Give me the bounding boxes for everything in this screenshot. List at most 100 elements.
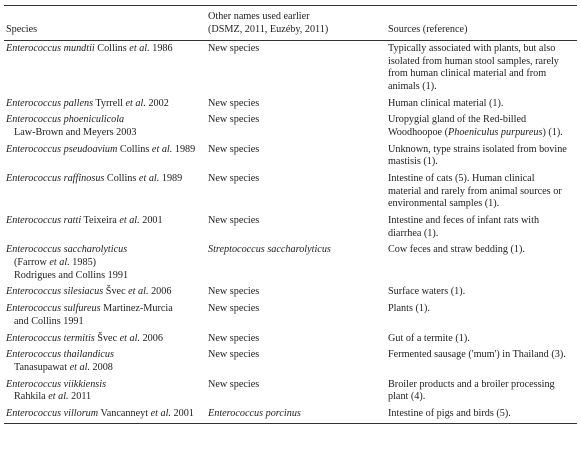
text-run: Law-Brown and Meyers 2003	[14, 126, 137, 138]
cell-line: New species	[208, 98, 384, 111]
table-cell: Enterococcus sulfureus Martinez-Murcia an…	[4, 301, 206, 330]
text-run: and Collins 1991	[14, 315, 84, 327]
cell-line: Woodhoopoe (Phoeniculus purpureus) (1).	[388, 127, 575, 140]
text-run: 1989	[159, 173, 183, 185]
table-cell: Intestine and feces of infant rats with d…	[386, 213, 577, 242]
text-run: Teixeira	[81, 215, 120, 227]
text-run: (Farrow	[14, 257, 50, 269]
cell-line: Broiler products and a broiler processin…	[388, 379, 575, 392]
table-row: Enterococcus pallens Tyrrell et al. 2002…	[4, 96, 577, 113]
cell-line: Enterococcus mundtii Collins et al. 1986	[6, 43, 204, 56]
cell-line: New species	[208, 286, 384, 299]
text-run: Collins	[94, 43, 130, 54]
table-cell: New species	[206, 41, 386, 96]
table-row: Enterococcus viikkiensis Rahkila et al. 2…	[4, 377, 577, 406]
table-cell: Broiler products and a broiler processin…	[386, 377, 577, 406]
text-run: Typically associated with plants, but al…	[388, 43, 556, 54]
cell-line: New species	[208, 379, 384, 392]
text-run: Broiler products and a broiler processin…	[388, 378, 555, 390]
cell-line: New species	[208, 173, 384, 186]
italic-run: Enterococcus raffinosus	[6, 173, 105, 185]
table-row: Enterococcus phoeniculicola Law-Brown and…	[4, 112, 577, 141]
cell-line: environmental samples (1).	[388, 198, 575, 211]
text-run: mastisis (1).	[388, 156, 438, 168]
text-run: Intestine of pigs and birds (5).	[388, 408, 511, 420]
table-row: Enterococcus villorum Vancanneyt et al. …	[4, 406, 577, 424]
cell-line: Rodrigues and Collins 1991	[6, 270, 204, 283]
table-row: Enterococcus mundtii Collins et al. 1986…	[4, 41, 577, 96]
cell-line: Uropygial gland of the Red-billed	[388, 114, 575, 127]
table-row: Enterococcus silesiacus Švec et al. 2006…	[4, 284, 577, 301]
table-row: Enterococcus termitis Švec et al. 2006 Ne…	[4, 331, 577, 348]
cell-line: Enterococcus thailandicus	[6, 349, 204, 362]
table-cell: New species	[206, 213, 386, 242]
table-cell: Human clinical material (1).	[386, 96, 577, 113]
cell-line: diarrhea (1).	[388, 228, 575, 241]
cell-line: animals (1).	[388, 81, 575, 94]
cell-line: isolated from human stool samples, rarel…	[388, 56, 575, 69]
text-run: Collins	[104, 173, 139, 185]
text-run: New species	[208, 215, 260, 227]
text-run: Švec	[103, 286, 129, 298]
text-run: Fermented sausage ('mum') in Thailand (3…	[388, 349, 566, 361]
text-run: Cow feces and straw bedding (1).	[388, 244, 525, 256]
italic-run: et al.	[151, 143, 173, 155]
italic-run: et al.	[128, 286, 149, 298]
italic-run: Enterococcus phoeniculicola	[6, 114, 125, 126]
text-run: Rodrigues and Collins 1991	[14, 269, 129, 281]
cell-line: New species	[208, 215, 384, 228]
text-run: Tyrrell	[93, 97, 126, 109]
italic-run: et al.	[48, 391, 69, 403]
cell-line: Enterococcus termitis Švec et al. 2006	[6, 333, 204, 346]
table-cell: Enterococcus pallens Tyrrell et al. 2002	[4, 96, 206, 113]
cell-line: plant (4).	[388, 391, 575, 404]
header-line: Sources (reference)	[388, 23, 468, 35]
cell-line: from human clinical material and from	[388, 68, 575, 81]
italic-run: Enterococcus viikkiensis	[6, 378, 107, 390]
table-cell: Enterococcus phoeniculicola Law-Brown and…	[4, 112, 206, 141]
cell-line: Enterococcus villorum Vancanneyt et al. …	[6, 408, 204, 421]
text-run: New species	[208, 173, 260, 185]
text-run: isolated from human stool samples, rarel…	[388, 55, 559, 67]
text-run: Tanasupawat	[14, 361, 70, 373]
cell-line: Intestine of cats (5). Human clinical	[388, 173, 575, 186]
cell-line: Enterococcus silesiacus Švec et al. 2006	[6, 286, 204, 299]
table-cell: Enterococcus silesiacus Švec et al. 2006	[4, 284, 206, 301]
text-run: Human clinical material (1).	[388, 97, 504, 109]
cell-line: Enterococcus pseudoavium Collins et al. …	[6, 144, 204, 157]
italic-run: et al.	[150, 408, 171, 420]
text-run: 2006	[140, 332, 163, 344]
table-header: Species Other names used earlier (DSMZ, 20…	[4, 5, 577, 41]
table-cell: New species	[206, 96, 386, 113]
table-cell: Unknown, type strains isolated from bovi…	[386, 142, 577, 171]
cell-line: material and rarely from animal sources …	[388, 186, 575, 199]
table-cell: Enterococcus termitis Švec et al. 2006	[4, 331, 206, 348]
italic-run: Enterococcus villorum	[6, 408, 99, 420]
cell-line: Intestine of pigs and birds (5).	[388, 408, 575, 421]
header-row: Species Other names used earlier (DSMZ, 20…	[4, 5, 577, 41]
cell-line: Unknown, type strains isolated from bovi…	[388, 144, 575, 157]
cell-line: Tanasupawat et al. 2008	[6, 362, 204, 375]
text-run: New species	[208, 114, 260, 126]
text-run: Uropygial gland of the Red-billed	[388, 114, 527, 126]
italic-run: et al.	[119, 332, 141, 344]
italic-run: Enterococcus termitis	[6, 332, 95, 344]
cell-line: Enterococcus ratti Teixeira et al. 2001	[6, 215, 204, 228]
cell-line: Enterococcus raffinosus Collins et al. 1…	[6, 173, 204, 186]
header-line: Species	[6, 23, 38, 35]
table-cell: Enterococcus villorum Vancanneyt et al. …	[4, 406, 206, 424]
italic-run: et al.	[69, 361, 90, 373]
italic-run: Enterococcus pallens	[6, 97, 94, 109]
text-run: ) (1).	[542, 126, 563, 138]
cell-line: Enterococcus viikkiensis	[6, 379, 204, 392]
cell-line: Law-Brown and Meyers 2003	[6, 127, 204, 140]
text-run: Švec	[94, 332, 120, 344]
table-cell: New species	[206, 112, 386, 141]
table-cell: Enterococcus mundtii Collins et al. 1986	[4, 41, 206, 96]
text-run: New species	[208, 349, 260, 361]
text-run: New species	[208, 332, 260, 344]
text-run: 1986	[149, 43, 173, 54]
cell-line: New species	[208, 114, 384, 127]
cell-line: New species	[208, 43, 384, 56]
